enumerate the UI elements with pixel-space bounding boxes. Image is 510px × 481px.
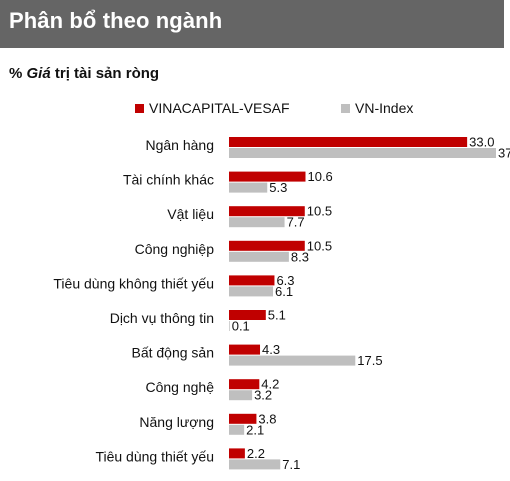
data-label-vesaf: 5.1 [268, 308, 286, 323]
bar-vnindex [229, 390, 253, 401]
data-label-vesaf: 4.2 [261, 377, 279, 392]
category-label: Tài chính khác [123, 172, 214, 188]
data-label-vnindex: 37.0 [498, 146, 510, 161]
bar-vesaf [229, 206, 305, 217]
bar-vesaf [229, 344, 261, 355]
legend-label-vnindex: VN-Index [355, 100, 414, 116]
data-label-vnindex: 6.1 [275, 284, 293, 299]
bar-vesaf [229, 171, 306, 182]
bar-vnindex [229, 148, 496, 158]
data-label-vnindex: 5.3 [269, 180, 287, 195]
bar-vnindex [229, 321, 230, 331]
chart-legend: VINACAPITAL-VESAF VN-Index [0, 98, 510, 118]
category-label: Công nghệ [145, 379, 214, 395]
data-label-vesaf: 10.6 [307, 169, 332, 184]
bar-vnindex [229, 182, 268, 193]
data-label-vesaf: 3.8 [258, 411, 276, 426]
chart-subtitle: % Giá trị tài sản ròng [9, 65, 159, 82]
data-label-vesaf: 33.0 [469, 135, 494, 150]
bar-vnindex [229, 217, 285, 228]
data-label-vesaf: 6.3 [276, 273, 294, 288]
page-title: Phân bổ theo ngành [9, 8, 223, 33]
bar-vnindex [229, 424, 245, 435]
subtitle-prefix: % [9, 65, 27, 82]
bar-vesaf [229, 379, 260, 390]
bar-vesaf [229, 448, 245, 459]
data-label-vesaf: 2.2 [247, 446, 265, 461]
data-label-vesaf: 10.5 [307, 204, 332, 219]
bar-vesaf [229, 240, 305, 251]
data-label-vesaf: 4.3 [262, 342, 280, 357]
category-label: Năng lượng [139, 414, 214, 430]
category-label: Tiêu dùng thiết yếu [95, 448, 214, 464]
bar-vnindex [229, 286, 274, 297]
data-label-vnindex: 0.1 [232, 319, 250, 334]
data-label-vnindex: 7.1 [282, 457, 300, 472]
data-label-vnindex: 3.2 [254, 388, 272, 403]
category-label: Tiêu dùng không thiết yếu [53, 275, 214, 291]
legend-item-vnindex: VN-Index [341, 98, 413, 118]
bar-vesaf [229, 413, 257, 424]
data-label-vesaf: 10.5 [307, 238, 332, 253]
data-label-vnindex: 8.3 [291, 249, 309, 264]
category-label: Dịch vụ thông tin [110, 310, 214, 326]
category-label: Công nghiệp [135, 241, 215, 257]
data-label-vnindex: 7.7 [287, 215, 305, 230]
legend-swatch-vesaf [135, 103, 144, 113]
bar-vnindex [229, 459, 281, 470]
bar-vesaf [229, 275, 275, 286]
legend-label-vesaf: VINACAPITAL-VESAF [149, 100, 290, 116]
category-label: Vật liệu [167, 206, 214, 222]
subtitle-italic: Giá [26, 65, 51, 82]
category-label: Ngân hàng [145, 137, 214, 153]
bar-vesaf [229, 137, 468, 147]
data-label-vnindex: 17.5 [357, 353, 382, 368]
legend-swatch-vnindex [341, 103, 350, 113]
category-label: Bất động sản [131, 345, 214, 361]
bar-vnindex [229, 251, 289, 262]
bar-vesaf [229, 310, 266, 320]
subtitle-suffix: trị tài sản ròng [50, 65, 160, 82]
header-banner: Phân bổ theo ngành [0, 0, 504, 48]
legend-item-vesaf: VINACAPITAL-VESAF [135, 98, 290, 118]
data-label-vnindex: 2.1 [246, 422, 264, 437]
bar-vnindex [229, 355, 356, 366]
